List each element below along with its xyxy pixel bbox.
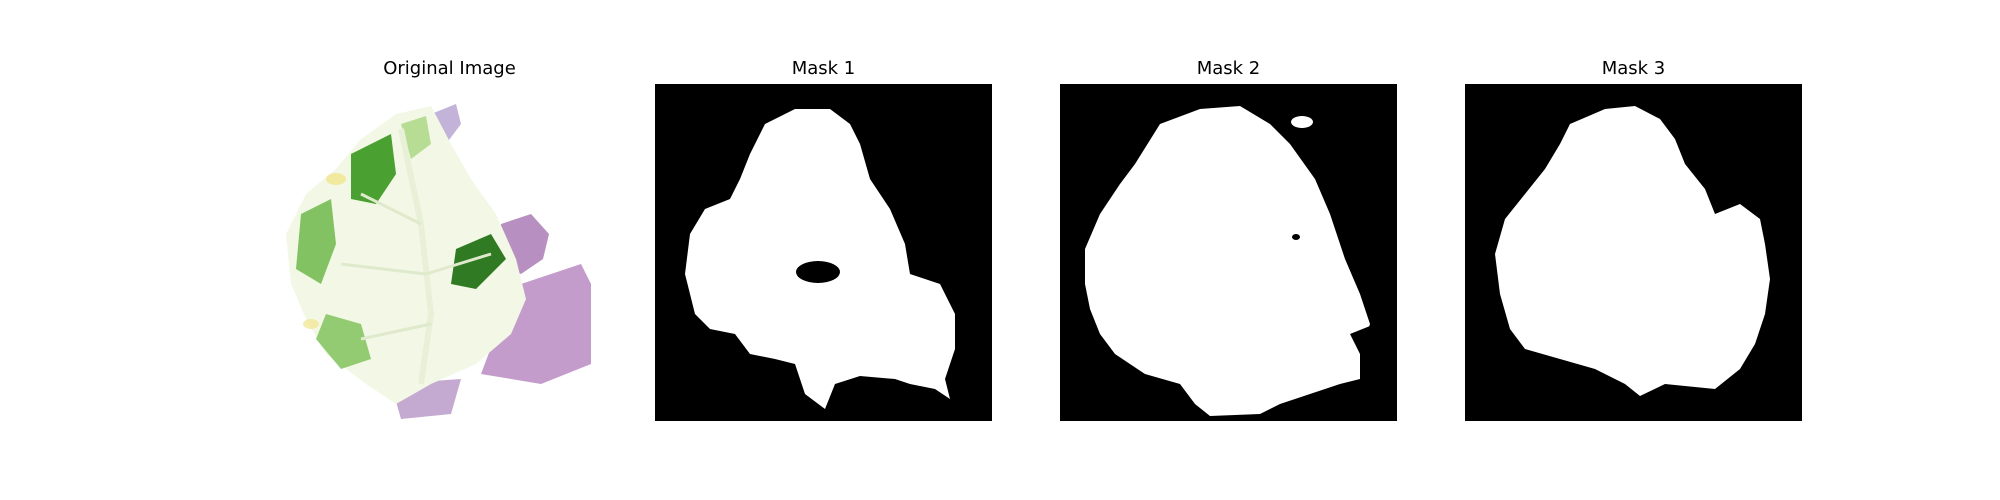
mask-3-image	[1465, 84, 1802, 421]
mask-1-image	[655, 84, 992, 421]
panel-title: Mask 1	[655, 58, 992, 80]
panel-title: Mask 2	[1060, 58, 1397, 80]
original-leaf-photo	[281, 84, 618, 421]
mask-2-image	[1060, 84, 1397, 421]
panel-title: Original Image	[281, 58, 618, 80]
panel-title: Mask 3	[1465, 58, 1802, 80]
